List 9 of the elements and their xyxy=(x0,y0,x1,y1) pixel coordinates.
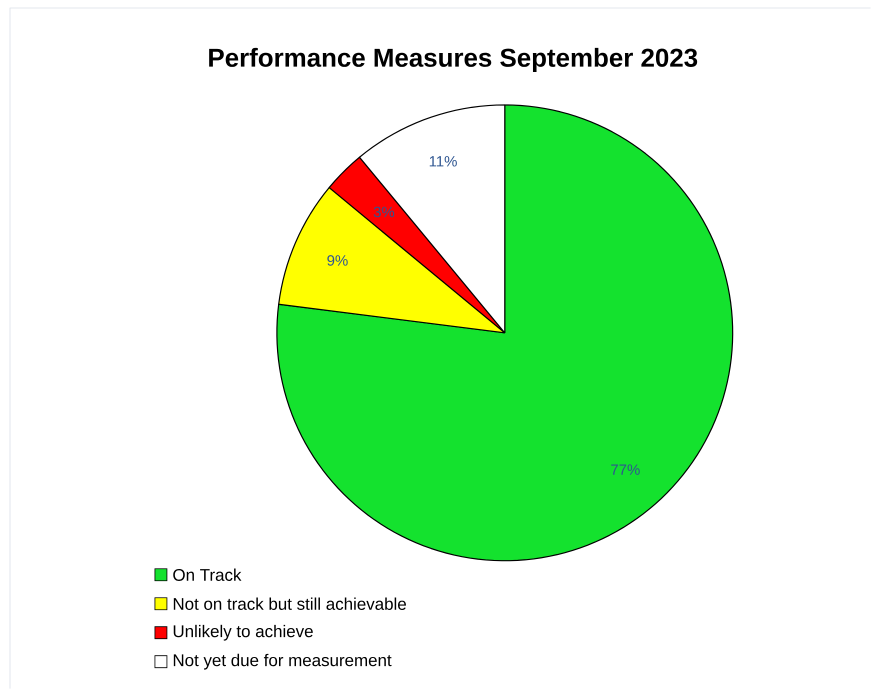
data-label: 3% xyxy=(374,206,394,218)
legend-label: Unlikely to achieve xyxy=(174,624,313,641)
legend-label: On Track xyxy=(173,568,242,581)
legend-label: Not yet due for measurement xyxy=(174,654,392,670)
chart-title: Performance Measures September 2023 xyxy=(209,48,698,72)
data-label: 11% xyxy=(430,156,457,166)
data-label: 77% xyxy=(611,464,640,475)
legend-label: Not on track but still achievable xyxy=(174,597,406,610)
data-label: 9% xyxy=(327,255,348,266)
